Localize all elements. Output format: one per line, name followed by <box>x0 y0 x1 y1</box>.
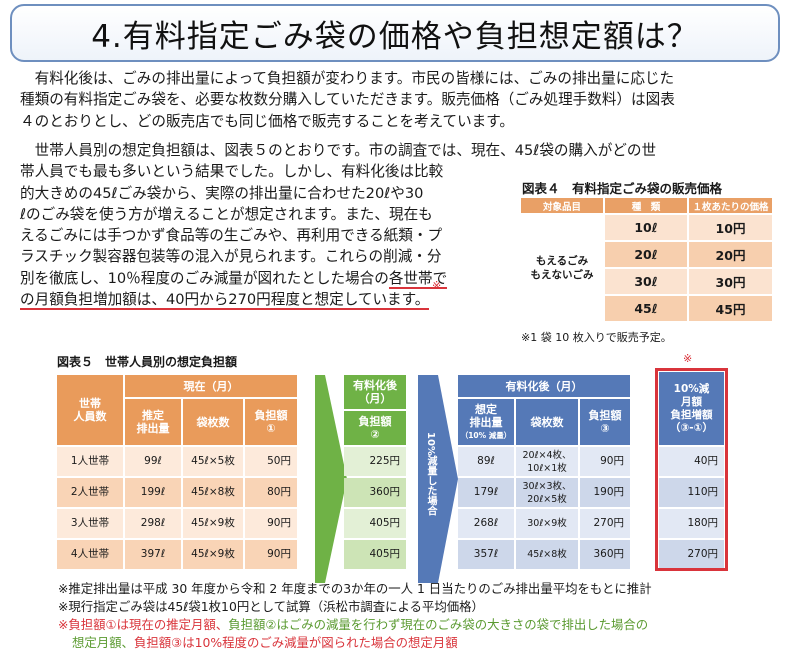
footnote-red: 負担額①は現在の推定月額、 <box>68 617 229 632</box>
table5-cell-bags: 45ℓ×9枚 <box>183 509 243 538</box>
footnote-mark: ※ <box>58 617 69 632</box>
table5-cell-bags10: 45ℓ×8枚 <box>516 540 578 569</box>
table5-current-header: 現在（月） <box>125 375 297 397</box>
paragraph-2: 世帯人員別の想定負担額は、図表５のとおりです。市の調査では、現在、45ℓ袋の購入… <box>20 140 656 311</box>
footnote: ※推定排出量は平成 30 年度から令和 2 年度までの3か年の一人 1 日当たり… <box>58 581 652 596</box>
table4-price: 45円 <box>689 296 772 321</box>
footnote-line: ※負担額①は現在の推定月額、負担額②はごみの減量を行わず現在のごみ袋の大きさの袋… <box>58 615 648 633</box>
table4-title: 図表４ 有料指定ごみ袋の販売価格 <box>522 181 723 196</box>
table5-cell-b2: 405円 <box>344 540 406 569</box>
table5-cell-b2: 225円 <box>344 447 406 476</box>
paragraph-line: ４のとおりとし、どの販売店でも同じ価格で販売することを考えています。 <box>20 112 515 130</box>
table5-cell-b3: 190円 <box>580 478 630 507</box>
table4-type: 30ℓ <box>605 269 687 294</box>
paragraph-line: えるごみには手つかず食品等の生ごみや、再利用できる紙類・プ <box>20 227 443 245</box>
table5-current-col: 推定 排出量 <box>125 399 181 445</box>
table4-price: 30円 <box>689 269 772 294</box>
paragraph-line: ℓのごみ袋を使う方が増えることが想定されます。また、現在も <box>20 205 433 223</box>
table5-cell-b3: 270円 <box>580 509 630 538</box>
footnote-green: 想定月額、 <box>72 635 134 650</box>
table5-cell-est10: 357ℓ <box>458 540 514 569</box>
table4-note: ※1 袋 10 枚入りで販売予定。 <box>521 331 672 344</box>
footnote-green: 負担額②はごみの減量を行わず現在のごみ袋の大きさの袋で排出した場合の <box>228 617 649 632</box>
table4-type: 10ℓ <box>605 215 687 240</box>
table5-after10-col: 負担額 ③ <box>580 399 630 445</box>
section-title: 4.有料指定ごみ袋の価格や負担想定額は？ <box>91 18 699 55</box>
table5-cell-b2: 405円 <box>344 509 406 538</box>
table5-cell-hh: 1人世帯 <box>57 447 123 476</box>
table5-title: 図表５ 世帯人員別の想定負担額 <box>57 355 238 369</box>
paragraph-line: 有料化後は、ごみの排出量によって負担額が変わります。市民の皆様には、ごみの排出量… <box>20 70 675 87</box>
paragraph-line: の月額負担増加額は、40円から270円程度と想定しています。 <box>20 289 500 311</box>
table5-cell-hh: 4人世帯 <box>57 540 123 569</box>
table5-cell-b3: 360円 <box>580 540 630 569</box>
table5-after10-subnote: （10% 減量） <box>460 430 512 440</box>
table5-cell-b1: 50円 <box>245 447 297 476</box>
table5-cell-bags10: 30ℓ×9枚 <box>516 509 578 538</box>
table4-type: 20ℓ <box>605 242 687 267</box>
paragraph-text: 別を徹底し、10％程度のごみ減量が図れたとした場合の <box>20 269 389 287</box>
table5-cell-est10: 179ℓ <box>458 478 514 507</box>
table4-type: 45ℓ <box>605 296 687 321</box>
paragraph-line: 種類の有料指定ごみ袋を、必要な枚数分購入していただきます。販売価格（ごみ処理手数… <box>20 91 675 109</box>
paragraph-line: 帯人員でも最も多いという結果でした。しかし、有料化後は比較 <box>20 163 444 181</box>
table5-cell-hh: 2人世帯 <box>57 478 123 507</box>
table5-after-col: 負担額 ② <box>344 411 406 445</box>
table4: 対象品目 種 類 １枚あたりの価格 もえるごみ もえないごみ 10ℓ 10円 2… <box>519 196 774 323</box>
table5-cell-inc: 180円 <box>659 509 724 538</box>
table5-household-header: 世帯 人員数 <box>57 375 123 445</box>
paragraph-line: 的大きめの45ℓごみ袋から、実際の排出量に合わせた20ℓや30 <box>20 184 424 202</box>
table5-cell-b2: 360円 <box>344 478 406 507</box>
table5-cell-est: 199ℓ <box>125 478 181 507</box>
table4-price: 10円 <box>689 215 772 240</box>
paragraph-line: 世帯人員別の想定負担額は、図表５のとおりです。市の調査では、現在、45ℓ袋の購入… <box>20 142 657 159</box>
footnote-red: 負担額③は10%程度のごみ減量が図られた場合の想定月額 <box>133 635 458 650</box>
table5-current-col: 負担額 ① <box>245 399 297 445</box>
paragraph-1: 有料化後は、ごみの排出量によって負担額が変わります。市民の皆様には、ごみの排出量… <box>20 68 780 132</box>
green-arrow-icon <box>315 375 347 583</box>
table5-cell-hh: 3人世帯 <box>57 509 123 538</box>
table5-cell-bags: 45ℓ×5枚 <box>183 447 243 476</box>
table5-after10-col: 想定 排出量 <box>469 402 503 429</box>
table5-cell-bags10: 30ℓ×3枚、 20ℓ×5枚 <box>516 478 578 507</box>
table5-cell-inc: 40円 <box>659 447 724 476</box>
table5-cell-b1: 90円 <box>245 540 297 569</box>
table5-cell-est10: 89ℓ <box>458 447 514 476</box>
table5-arrow-text: 10%減量した場合 <box>425 432 436 516</box>
table5-current-col: 袋枚数 <box>183 399 243 445</box>
table5-cell-b3: 90円 <box>580 447 630 476</box>
table5-increase-header: 10%減 月額 負担増額 （③-①） <box>659 372 724 445</box>
asterisk-mark: ※ <box>432 279 442 292</box>
table5-cell-inc: 110円 <box>659 478 724 507</box>
table5-cell-b1: 90円 <box>245 509 297 538</box>
table5-after-header: 有料化後 （月） <box>344 375 406 409</box>
table5-cell-est: 298ℓ <box>125 509 181 538</box>
underlined-text: 各世帯で <box>388 269 448 289</box>
table5-cell-bags: 45ℓ×9枚 <box>183 540 243 569</box>
table5-after10-col-est: 想定 排出量 （10% 減量） <box>458 399 514 445</box>
table4-header: 対象品目 <box>521 198 603 213</box>
table5-cell-est10: 268ℓ <box>458 509 514 538</box>
paragraph-line: ラスチック製容器包装等の混入が見られます。これらの削減・分 <box>20 248 442 266</box>
table4-header: １枚あたりの価格 <box>689 198 772 213</box>
footnote-line: 想定月額、負担額③は10%程度のごみ減量が図られた場合の想定月額 <box>72 633 458 651</box>
table5-cell-est: 397ℓ <box>125 540 181 569</box>
table5-cell-est: 99ℓ <box>125 447 181 476</box>
table4-item: もえるごみ もえないごみ <box>521 215 603 321</box>
table5-after10-header: 有料化後（月） <box>458 375 630 397</box>
table5-cell-b1: 80円 <box>245 478 297 507</box>
paragraph-line: 別を徹底し、10％程度のごみ減量が図れたとした場合の各世帯で <box>20 268 500 289</box>
underlined-text: の月額負担増加額は、40円から270円程度と想定しています。 <box>20 291 430 311</box>
blue-arrow-icon <box>418 375 458 583</box>
table5-cell-bags: 45ℓ×8枚 <box>183 478 243 507</box>
highlight-box <box>655 368 728 571</box>
table5-after10-col: 袋枚数 <box>516 399 578 445</box>
table4-price: 20円 <box>689 242 772 267</box>
table5-cell-inc: 270円 <box>659 540 724 569</box>
section-title-box: 4.有料指定ごみ袋の価格や負担想定額は？ <box>10 4 780 62</box>
table4-header: 種 類 <box>605 198 687 213</box>
asterisk-mark: ※ <box>683 352 693 365</box>
table5-cell-bags10: 20ℓ×4枚、 10ℓ×1枚 <box>516 447 578 476</box>
footnote: ※現行指定ごみ袋は45ℓ袋1枚10円として試算（浜松市調査による平均価格） <box>58 599 484 614</box>
